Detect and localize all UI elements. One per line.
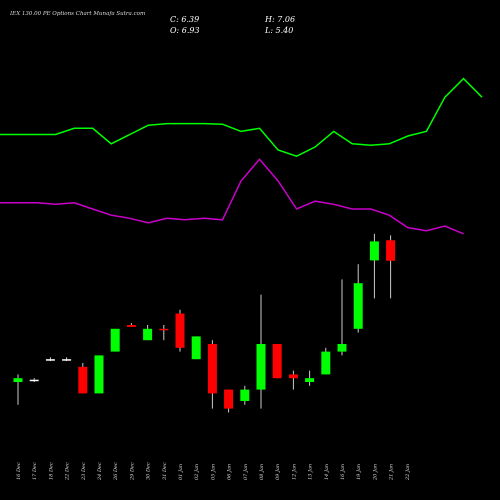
open-value: O: 6.93 [170, 26, 200, 35]
x-tick-label: 16 Jan [340, 464, 346, 480]
x-tick-label: 29 Dec [129, 462, 135, 481]
candle-body [110, 328, 120, 352]
x-tick-label: 09 Jan [275, 464, 281, 480]
candle-body [13, 378, 23, 382]
x-tick-label: 19 Jan [356, 464, 362, 480]
candle-body [305, 378, 315, 382]
candle-body [126, 325, 136, 327]
candle-body [386, 240, 396, 261]
x-tick-label: 08 Jan [259, 464, 265, 480]
candle-body [29, 379, 39, 382]
x-tick-label: 06 Jan [227, 464, 233, 480]
x-axis-labels: 16 Dec 17 Dec 18 Dec 22 Dec 23 Dec 24 Dec 26 D… [16, 462, 411, 481]
high-value: H: 7.06 [265, 15, 296, 24]
chart-title: IEX 130.00 PE Options Chart Munafa Sutra… [10, 11, 146, 17]
x-tick-label: 30 Dec [146, 462, 152, 480]
candle-body [337, 344, 347, 352]
candle-body [45, 359, 55, 361]
x-tick-label: 12 Jan [291, 464, 297, 480]
x-tick-label: 20 Jan [372, 464, 378, 481]
band-lines [0, 77, 483, 235]
candle-body [175, 313, 185, 348]
x-tick-label: 17 Dec [32, 462, 38, 480]
candle-body [321, 351, 331, 375]
candle-body [62, 359, 72, 361]
x-tick-label: 22 Jan [405, 464, 411, 481]
candle-body [159, 328, 169, 331]
candle-body [256, 344, 266, 390]
x-tick-label: 02 Jan [194, 464, 200, 480]
candle-body [143, 328, 153, 341]
candle-body [353, 283, 363, 329]
x-tick-label: 23 Dec [81, 462, 87, 481]
x-tick-label: 21 Jan [389, 464, 395, 481]
x-tick-label: 22 Dec [65, 462, 71, 481]
x-tick-label: 05 Jan [210, 464, 216, 480]
candle-body [224, 389, 234, 409]
x-tick-label: 13 Jan [308, 464, 314, 480]
x-tick-label: 18 Dec [48, 462, 54, 480]
candle-body [207, 344, 217, 394]
candle-body [240, 389, 250, 401]
candle-body [272, 344, 282, 379]
low-value: L: 5.40 [265, 26, 294, 35]
x-tick-label: 16 Dec [16, 462, 22, 480]
x-tick-label: 24 Dec [97, 462, 103, 481]
candle-body [288, 374, 298, 379]
close-value: C: 6.39 [170, 15, 200, 24]
upper-band-line [0, 77, 483, 158]
candles [13, 233, 396, 413]
x-tick-label: 26 Dec [113, 462, 119, 481]
x-tick-label: 14 Jan [324, 464, 330, 480]
x-tick-label: 01 Jan [178, 464, 184, 480]
candle-body [369, 241, 379, 261]
lower-band-line [0, 158, 464, 235]
candle-body [78, 366, 88, 394]
candle-body [191, 336, 201, 360]
x-tick-label: 07 Jan [243, 464, 249, 480]
x-tick-label: 31 Dec [162, 462, 168, 480]
candle-body [94, 355, 104, 394]
